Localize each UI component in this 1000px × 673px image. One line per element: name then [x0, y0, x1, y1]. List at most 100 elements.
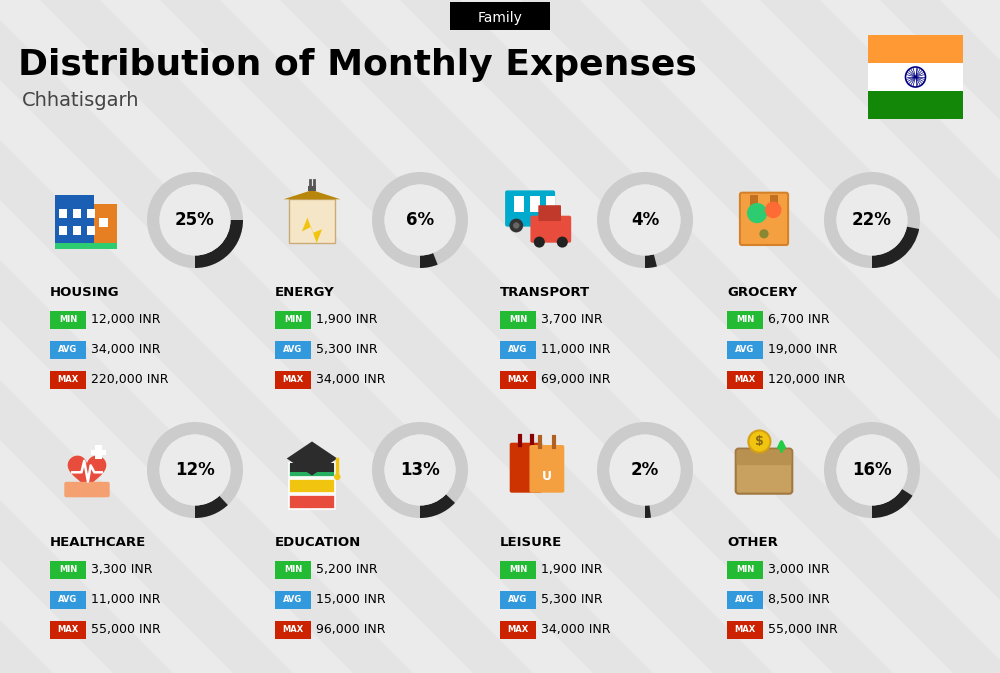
Text: MIN: MIN	[284, 316, 302, 324]
Text: 5,300 INR: 5,300 INR	[541, 594, 603, 606]
Circle shape	[748, 431, 770, 452]
FancyBboxPatch shape	[290, 463, 334, 472]
Wedge shape	[372, 172, 468, 268]
Text: Distribution of Monthly Expenses: Distribution of Monthly Expenses	[18, 48, 697, 82]
Wedge shape	[420, 494, 455, 518]
FancyBboxPatch shape	[275, 371, 311, 389]
FancyBboxPatch shape	[275, 341, 311, 359]
Circle shape	[384, 435, 456, 505]
Text: AVG: AVG	[283, 596, 303, 604]
Wedge shape	[420, 253, 438, 268]
Wedge shape	[872, 227, 919, 268]
FancyBboxPatch shape	[95, 445, 102, 460]
Wedge shape	[597, 172, 693, 268]
Text: 11,000 INR: 11,000 INR	[541, 343, 610, 357]
FancyBboxPatch shape	[55, 194, 94, 245]
Text: MIN: MIN	[59, 565, 77, 575]
Text: MAX: MAX	[507, 625, 529, 635]
Polygon shape	[760, 0, 1000, 673]
Text: 3,300 INR: 3,300 INR	[91, 563, 152, 577]
Text: 25%: 25%	[175, 211, 215, 229]
FancyBboxPatch shape	[289, 479, 335, 493]
Wedge shape	[597, 422, 693, 518]
FancyBboxPatch shape	[727, 341, 763, 359]
Wedge shape	[872, 489, 913, 518]
FancyBboxPatch shape	[529, 445, 564, 493]
Polygon shape	[750, 194, 758, 206]
Text: AVG: AVG	[58, 596, 78, 604]
Polygon shape	[400, 0, 1000, 673]
Text: 3,000 INR: 3,000 INR	[768, 563, 830, 577]
Text: 3,700 INR: 3,700 INR	[541, 314, 603, 326]
Text: 12,000 INR: 12,000 INR	[91, 314, 160, 326]
FancyBboxPatch shape	[50, 311, 86, 329]
Text: 6,700 INR: 6,700 INR	[768, 314, 830, 326]
FancyBboxPatch shape	[546, 196, 555, 212]
FancyBboxPatch shape	[868, 63, 963, 91]
FancyBboxPatch shape	[275, 311, 311, 329]
FancyBboxPatch shape	[275, 621, 311, 639]
FancyBboxPatch shape	[727, 621, 763, 639]
FancyBboxPatch shape	[73, 209, 81, 217]
Text: TRANSPORT: TRANSPORT	[500, 285, 590, 299]
FancyBboxPatch shape	[740, 192, 788, 245]
Polygon shape	[287, 441, 337, 476]
Text: 1,900 INR: 1,900 INR	[541, 563, 602, 577]
Text: MIN: MIN	[509, 316, 527, 324]
Circle shape	[836, 435, 908, 505]
FancyBboxPatch shape	[500, 561, 536, 579]
Text: 120,000 INR: 120,000 INR	[768, 374, 846, 386]
Wedge shape	[824, 172, 920, 268]
FancyBboxPatch shape	[500, 621, 536, 639]
Circle shape	[557, 237, 568, 248]
Text: 34,000 INR: 34,000 INR	[541, 623, 610, 637]
Polygon shape	[640, 0, 1000, 673]
FancyBboxPatch shape	[736, 449, 792, 494]
Wedge shape	[645, 505, 651, 518]
Text: MIN: MIN	[736, 565, 754, 575]
Wedge shape	[147, 172, 243, 268]
Circle shape	[747, 203, 767, 223]
Text: 55,000 INR: 55,000 INR	[768, 623, 838, 637]
Text: GROCERY: GROCERY	[727, 285, 797, 299]
Text: MAX: MAX	[734, 625, 756, 635]
FancyBboxPatch shape	[64, 482, 110, 497]
Text: AVG: AVG	[58, 345, 78, 355]
FancyBboxPatch shape	[500, 311, 536, 329]
Text: MIN: MIN	[509, 565, 527, 575]
FancyBboxPatch shape	[98, 217, 108, 227]
Text: AVG: AVG	[508, 596, 528, 604]
Polygon shape	[770, 194, 778, 206]
FancyBboxPatch shape	[59, 225, 67, 235]
Text: 34,000 INR: 34,000 INR	[316, 374, 386, 386]
Polygon shape	[0, 0, 653, 673]
Text: EDUCATION: EDUCATION	[275, 536, 361, 548]
Text: MIN: MIN	[284, 565, 302, 575]
Text: MIN: MIN	[736, 316, 754, 324]
FancyBboxPatch shape	[530, 216, 571, 243]
FancyBboxPatch shape	[530, 196, 540, 212]
FancyBboxPatch shape	[450, 2, 550, 30]
Text: AVG: AVG	[508, 345, 528, 355]
FancyBboxPatch shape	[50, 591, 86, 609]
Text: 22%: 22%	[852, 211, 892, 229]
Text: OTHER: OTHER	[727, 536, 778, 548]
Wedge shape	[824, 422, 920, 518]
Polygon shape	[0, 0, 53, 673]
Text: 16%: 16%	[852, 461, 892, 479]
FancyBboxPatch shape	[500, 371, 536, 389]
Circle shape	[543, 222, 549, 229]
Text: 11,000 INR: 11,000 INR	[91, 594, 160, 606]
Text: 15,000 INR: 15,000 INR	[316, 594, 386, 606]
Text: MIN: MIN	[59, 316, 77, 324]
Polygon shape	[283, 190, 341, 199]
Wedge shape	[195, 220, 243, 268]
FancyBboxPatch shape	[500, 591, 536, 609]
Text: ENERGY: ENERGY	[275, 285, 335, 299]
Circle shape	[759, 229, 769, 238]
FancyBboxPatch shape	[275, 561, 311, 579]
FancyBboxPatch shape	[727, 371, 763, 389]
Circle shape	[159, 435, 231, 505]
FancyBboxPatch shape	[50, 561, 86, 579]
Text: 8,500 INR: 8,500 INR	[768, 594, 830, 606]
